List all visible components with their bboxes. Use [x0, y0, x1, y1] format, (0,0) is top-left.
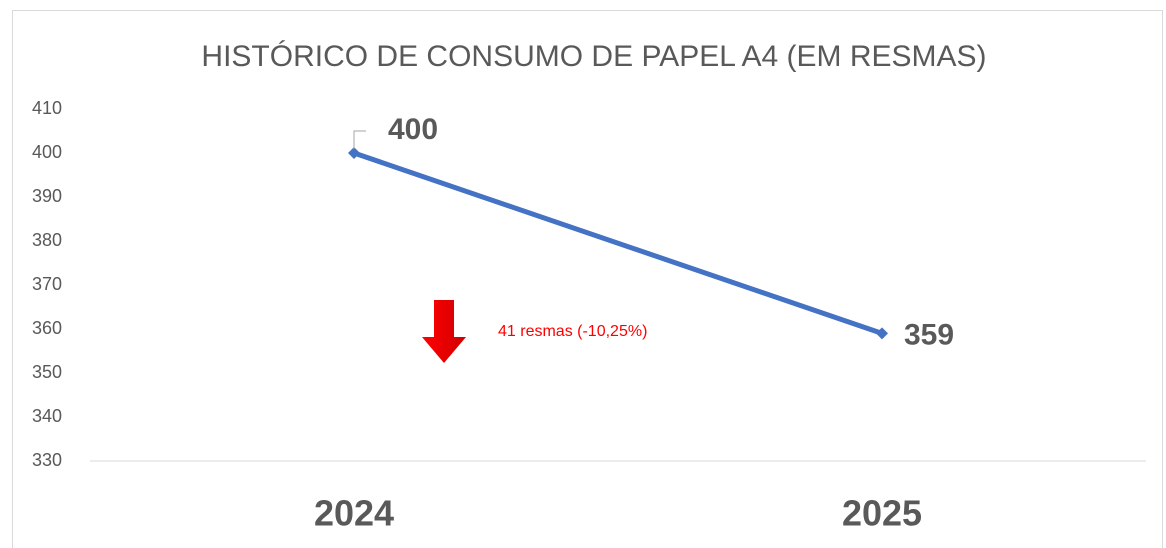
y-tick-label: 350 — [32, 362, 62, 382]
data-label: 359 — [904, 318, 954, 351]
x-tick-label: 2024 — [314, 493, 394, 534]
chart-border — [12, 10, 1163, 548]
chart-title: HISTÓRICO DE CONSUMO DE PAPEL A4 (EM RES… — [201, 40, 986, 73]
y-tick-label: 340 — [32, 406, 62, 426]
down-arrow — [422, 300, 466, 363]
data-label: 400 — [388, 113, 438, 146]
y-tick-label: 370 — [32, 274, 62, 294]
y-tick-label: 410 — [32, 98, 62, 118]
y-tick-label: 380 — [32, 230, 62, 250]
point-marker — [876, 327, 888, 340]
x-tick-label: 2025 — [842, 493, 922, 534]
y-tick-label: 330 — [32, 450, 62, 470]
y-tick-label: 390 — [32, 186, 62, 206]
label-leader — [353, 130, 366, 149]
y-tick-label: 360 — [32, 318, 62, 338]
arrow-shape — [422, 300, 466, 363]
annotation: 41 resmas (-10,25%) — [498, 323, 647, 340]
point-marker — [348, 147, 360, 159]
y-tick-label: 400 — [32, 142, 62, 162]
series-line — [351, 150, 885, 336]
